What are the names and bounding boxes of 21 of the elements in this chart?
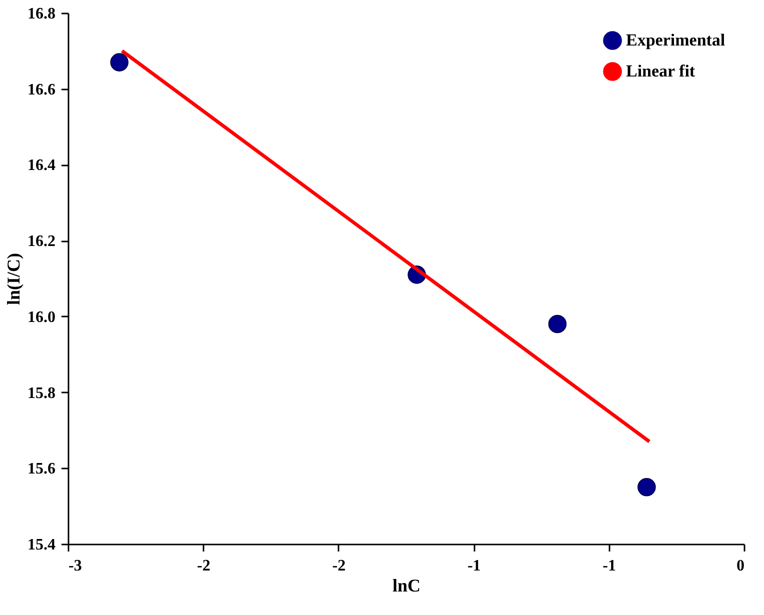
point <box>110 53 129 72</box>
y-tick-label: 15.8 <box>28 384 56 402</box>
point <box>637 478 656 496</box>
x-tick-label: -2 <box>197 558 210 574</box>
x-tick-label: 0 <box>736 558 744 574</box>
legend-label: Linear fit <box>626 62 696 80</box>
legend-label: Experimental <box>626 30 726 50</box>
x-tick-label: -1 <box>467 558 481 574</box>
y-tick-label: 16.2 <box>28 233 56 250</box>
x-tick-label: -1 <box>602 558 616 574</box>
y-tick-label: 16.4 <box>28 157 56 174</box>
x-axis-title: lnC <box>392 576 421 596</box>
y-axis-title: ln(I/C) <box>4 252 24 306</box>
x-tick-label: -2 <box>332 558 346 574</box>
y-tick-label: 16.0 <box>28 308 56 326</box>
y-tick-label: 15.6 <box>28 460 56 478</box>
x-tick-label: -3 <box>68 558 82 574</box>
point <box>548 314 567 334</box>
y-tick-label: 15.4 <box>28 536 56 554</box>
y-tick-label: 16.6 <box>28 81 56 98</box>
y-tick-label: 16.8 <box>28 6 56 22</box>
